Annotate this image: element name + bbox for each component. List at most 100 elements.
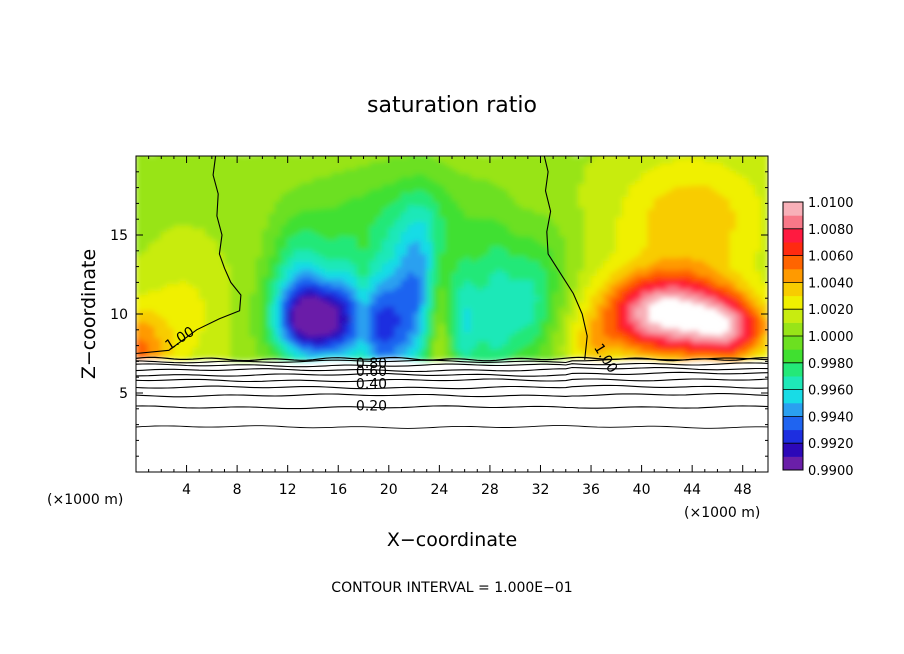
field-cell (268, 263, 276, 269)
field-cell (552, 216, 560, 222)
field-cell (647, 232, 655, 237)
field-cell (716, 225, 725, 231)
field-cell (306, 319, 314, 325)
field-cell (584, 222, 592, 228)
field-cell (400, 270, 409, 276)
field-cell (489, 257, 497, 263)
field-cell (198, 282, 207, 288)
field-cell (337, 215, 346, 221)
field-cell (198, 207, 207, 213)
field-cell (596, 243, 605, 249)
field-cell (388, 278, 396, 283)
field-cell (609, 204, 617, 210)
field-cell (141, 214, 150, 220)
field-cell (476, 328, 485, 334)
field-cell (236, 217, 244, 223)
field-cell (280, 307, 289, 313)
field-cell (735, 315, 744, 321)
field-cell (451, 314, 459, 320)
field-cell (299, 241, 308, 247)
field-cell (325, 211, 333, 217)
field-cell (653, 347, 662, 353)
field-cell (154, 333, 162, 339)
field-cell (438, 165, 447, 171)
field-cell (628, 290, 636, 296)
field-cell (565, 302, 573, 307)
field-cell (735, 284, 744, 290)
field-cell (558, 160, 567, 166)
field-cell (514, 274, 523, 280)
field-cell (723, 304, 731, 310)
field-cell (483, 269, 491, 275)
field-cell (230, 355, 238, 361)
field-cell (697, 342, 706, 348)
field-cell (312, 192, 320, 198)
field-cell (287, 236, 295, 242)
field-cell (748, 298, 756, 304)
field-cell (299, 276, 308, 282)
field-cell (136, 242, 143, 248)
field-cell (306, 331, 314, 337)
field-cell (167, 231, 175, 237)
field-cell (312, 283, 320, 289)
field-cell (369, 279, 377, 285)
field-cell (407, 271, 415, 277)
field-cell (186, 275, 194, 281)
field-cell (660, 253, 668, 259)
field-cell (268, 156, 276, 162)
field-cell (293, 335, 301, 341)
field-cell (148, 156, 156, 161)
field-cell (394, 321, 402, 327)
field-cell (438, 315, 447, 321)
field-cell (141, 191, 150, 197)
field-cell (533, 208, 541, 214)
field-cell (546, 252, 554, 258)
field-cell (255, 272, 263, 278)
field-cell (236, 162, 244, 168)
field-cell (438, 319, 447, 325)
field-cell (546, 280, 554, 286)
field-cell (577, 179, 586, 185)
field-cell (293, 347, 301, 353)
field-cell (438, 350, 447, 356)
field-cell (438, 157, 447, 163)
field-cell (464, 299, 472, 305)
field-cell (388, 156, 396, 161)
field-cell (211, 195, 219, 201)
field-cell (337, 309, 346, 315)
field-cell (634, 254, 643, 260)
field-cell (426, 276, 434, 282)
field-cell (729, 225, 737, 231)
field-cell (685, 244, 693, 250)
field-cell (742, 200, 750, 206)
field-cell (615, 330, 624, 336)
field-cell (615, 156, 624, 159)
field-cell (464, 248, 472, 254)
field-cell (546, 268, 554, 274)
field-cell (205, 290, 213, 296)
field-cell (337, 219, 346, 224)
field-cell (394, 171, 402, 177)
field-cell (344, 156, 352, 158)
field-cell (716, 197, 725, 203)
field-cell (287, 248, 295, 254)
field-cell (691, 267, 699, 273)
field-cell (571, 156, 579, 161)
field-cell (704, 350, 712, 356)
field-cell (363, 287, 371, 293)
field-cell (136, 207, 143, 213)
field-cell (571, 285, 579, 291)
field-cell (350, 156, 358, 158)
field-cell (723, 189, 731, 195)
field-cell (641, 195, 649, 201)
field-cell (647, 239, 655, 245)
field-cell (280, 263, 289, 269)
field-cell (375, 191, 383, 197)
field-cell (679, 347, 687, 353)
field-cell (344, 294, 352, 300)
field-cell (571, 206, 579, 212)
field-cell (603, 236, 611, 242)
field-cell (704, 232, 712, 238)
field-cell (160, 246, 169, 252)
field-cell (426, 158, 434, 164)
